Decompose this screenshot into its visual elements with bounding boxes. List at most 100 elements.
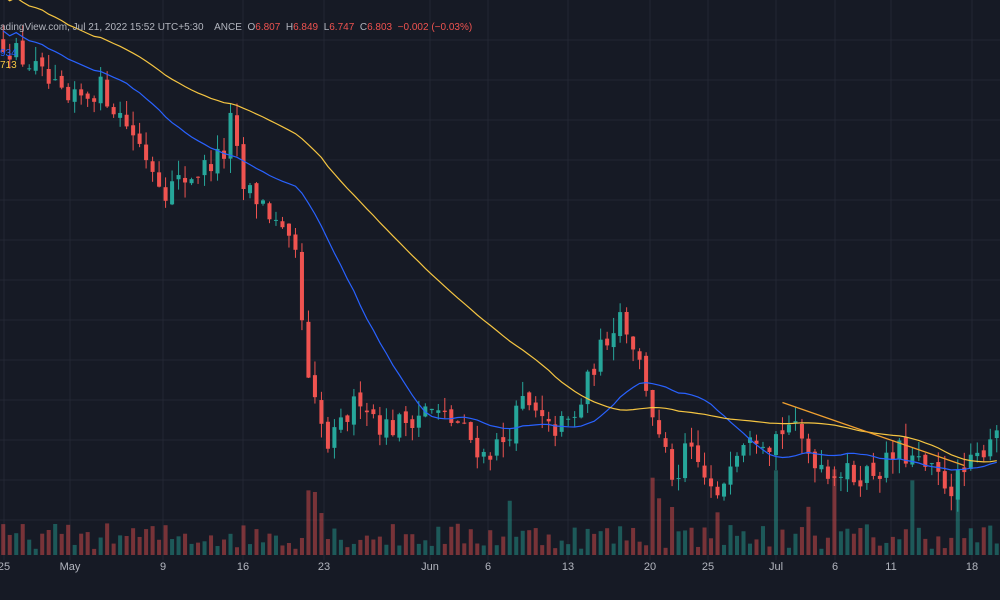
- volume-bar: [877, 545, 882, 555]
- candle-body: [994, 430, 999, 439]
- candle-body: [228, 112, 233, 159]
- volume-bar: [715, 512, 720, 555]
- candle-body: [33, 61, 38, 71]
- volume-bar: [689, 527, 694, 555]
- candle-body: [683, 443, 688, 479]
- candle-body: [20, 40, 25, 65]
- volume-bar: [806, 506, 811, 555]
- volume-bar: [520, 530, 525, 555]
- volume-bar: [176, 536, 181, 555]
- candle-body: [514, 405, 519, 444]
- candle-body: [40, 57, 45, 67]
- volume-bar: [773, 470, 778, 555]
- candle-body: [949, 486, 954, 497]
- x-tick-label: May: [60, 561, 81, 573]
- volume-bar: [53, 523, 58, 555]
- volume-bar: [20, 524, 25, 555]
- volume-bar: [222, 539, 227, 555]
- candle-body: [806, 438, 811, 454]
- volume-bar: [280, 545, 285, 555]
- candle-body: [923, 454, 928, 467]
- volume-bar: [553, 548, 558, 555]
- volume-bar: [799, 527, 804, 555]
- volume-bar: [624, 540, 629, 555]
- moving-averages: [2, 0, 997, 471]
- volume-bar: [897, 539, 902, 555]
- volume-bar: [501, 536, 506, 555]
- candle-body: [358, 392, 363, 407]
- volume-bar: [384, 544, 389, 555]
- volume-bar: [33, 548, 38, 555]
- volume-bar: [598, 531, 603, 555]
- ohlc-change: −0.002 (−0.03%): [397, 22, 473, 33]
- trendline: [782, 401, 965, 467]
- candle-body: [247, 185, 253, 194]
- volume-bar: [111, 543, 116, 555]
- candle-body: [14, 43, 19, 58]
- volume-bar: [131, 528, 136, 555]
- ohlc-low-value: 6.747: [329, 22, 355, 33]
- volume-bar: [319, 513, 324, 555]
- candle-body: [767, 447, 772, 453]
- candle-body: [371, 409, 376, 415]
- candle-body: [293, 234, 298, 250]
- volume-bar: [410, 534, 415, 555]
- volume-bar: [663, 547, 668, 555]
- volume-bar: [735, 535, 740, 555]
- volume-bar: [273, 535, 278, 555]
- volume-bar: [468, 529, 473, 555]
- ohlc-low-label: L: [323, 22, 330, 33]
- candle-body: [196, 176, 201, 178]
- candle-body: [975, 452, 980, 457]
- volume-bar: [40, 533, 45, 555]
- candle-body: [877, 475, 882, 479]
- volume-bar: [235, 547, 240, 555]
- volume-bar: [1, 524, 6, 555]
- volume-bar: [955, 472, 960, 555]
- candle-body: [832, 476, 837, 478]
- candle-body: [98, 76, 103, 104]
- candle-body: [351, 396, 356, 425]
- volume-bar: [403, 534, 408, 555]
- candle-body: [624, 311, 629, 335]
- volume-bar: [79, 533, 84, 555]
- candle-body: [319, 400, 324, 424]
- candle-body: [111, 107, 116, 115]
- volume-bar: [722, 544, 727, 555]
- chart-header: adingView.com, Jul 21, 2022 15:52 UTC+5:…: [0, 22, 472, 33]
- candle-body: [66, 86, 71, 101]
- volume-bar: [832, 469, 837, 555]
- trendline-drawing[interactable]: [782, 401, 965, 467]
- candle-body: [157, 172, 162, 187]
- candle-body: [85, 93, 90, 99]
- candle-body: [722, 483, 727, 497]
- volume-bar: [760, 526, 765, 555]
- candlesticks: [1, 24, 999, 512]
- candle-body: [170, 181, 175, 205]
- candle-body: [942, 471, 947, 489]
- candle-body: [689, 442, 694, 447]
- candle-body: [780, 430, 785, 435]
- volume-bar: [637, 541, 642, 555]
- volume-bar: [592, 533, 597, 555]
- candle-body: [676, 478, 681, 480]
- volume-bar: [312, 491, 317, 555]
- candle-body: [46, 68, 51, 84]
- candle-body: [741, 445, 746, 456]
- legend-ma-slow: 713: [0, 60, 17, 71]
- candle-body: [845, 463, 850, 480]
- volume-bar: [585, 528, 590, 555]
- candle-body: [338, 417, 343, 430]
- candle-body: [384, 419, 389, 438]
- candle-body: [838, 476, 843, 478]
- candle-body: [566, 418, 571, 420]
- volume-bar: [780, 529, 785, 555]
- x-tick-label: 23: [318, 561, 330, 573]
- volume-bar: [618, 526, 623, 555]
- x-tick-label: 13: [562, 561, 574, 573]
- volume-bar: [449, 526, 454, 555]
- candle-body: [579, 404, 584, 418]
- volume-bar: [157, 539, 162, 555]
- volume-bar: [702, 527, 707, 555]
